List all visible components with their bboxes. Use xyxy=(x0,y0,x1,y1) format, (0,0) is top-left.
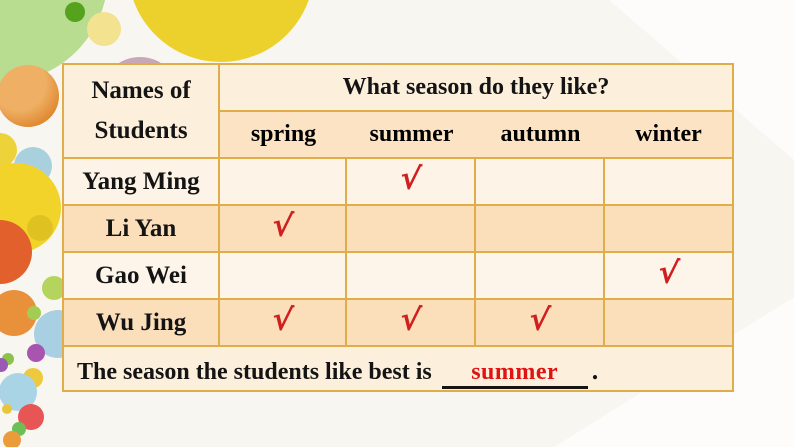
question-header: What season do they like? xyxy=(220,65,732,112)
checkmark-icon: √ xyxy=(398,301,423,339)
decorative-circle-orange-dot-3 xyxy=(3,431,21,447)
column-header-winter: winter xyxy=(635,121,702,147)
row-li-yan-name: Li Yan xyxy=(64,206,220,253)
cell-wu-jing-spring: √ xyxy=(220,300,347,347)
checkmark-icon: √ xyxy=(656,254,681,292)
cell-wu-jing-summer: √ xyxy=(347,300,476,347)
conclusion-period: . xyxy=(591,356,599,385)
cell-yang-ming-autumn xyxy=(476,159,605,206)
cell-yang-ming-spring xyxy=(220,159,347,206)
checkmark-icon: √ xyxy=(398,160,423,198)
decorative-circle-dark-yellow-dot xyxy=(27,215,53,241)
cell-li-yan-winter xyxy=(605,206,732,253)
decorative-circle-yellow-dot-3 xyxy=(2,404,12,414)
column-header-spring: spring xyxy=(250,121,317,147)
decorative-circle-big-yellow-top xyxy=(128,0,314,62)
decorative-circle-purple-1 xyxy=(27,344,45,362)
cell-wu-jing-winter xyxy=(605,300,732,347)
decorative-circle-dark-green xyxy=(65,2,85,22)
row-gao-wei-name: Gao Wei xyxy=(64,253,220,300)
cell-wu-jing-autumn: √ xyxy=(476,300,605,347)
column-header-summer: summer xyxy=(369,121,454,147)
cell-gao-wei-summer xyxy=(347,253,476,300)
checkmark-icon: √ xyxy=(527,301,552,339)
cell-li-yan-spring: √ xyxy=(220,206,347,253)
cell-gao-wei-spring xyxy=(220,253,347,300)
cell-yang-ming-winter xyxy=(605,159,732,206)
row-wu-jing-name: Wu Jing xyxy=(64,300,220,347)
cell-gao-wei-winter: √ xyxy=(605,253,732,300)
checkmark-icon: √ xyxy=(270,301,295,339)
decorative-circle-green-dot-2 xyxy=(27,306,41,320)
cell-li-yan-summer xyxy=(347,206,476,253)
decorative-circle-yellow-sliver xyxy=(0,133,17,167)
decorative-circle-purple-2 xyxy=(0,358,8,372)
season-column-headers: spring summer autumn winter xyxy=(220,112,732,159)
decorative-circle-orange-big xyxy=(0,65,59,127)
cell-gao-wei-autumn xyxy=(476,253,605,300)
decorative-circle-pale-yellow xyxy=(87,12,121,46)
cell-yang-ming-summer: √ xyxy=(347,159,476,206)
cell-li-yan-autumn xyxy=(476,206,605,253)
conclusion-prefix: The season the students like best is xyxy=(77,359,432,385)
season-survey-table: Names of Students What season do they li… xyxy=(62,63,734,392)
names-of-students-header: Names of Students xyxy=(64,65,220,159)
column-header-autumn: autumn xyxy=(500,121,581,147)
conclusion-sentence: The season the students like best is sum… xyxy=(64,347,732,390)
checkmark-icon: √ xyxy=(270,207,295,245)
answer-text: summer xyxy=(471,359,559,385)
answer-blank: summer xyxy=(441,359,588,389)
names-header-line2: Students xyxy=(94,117,188,144)
row-yang-ming-name: Yang Ming xyxy=(64,159,220,206)
names-header-line1: Names of xyxy=(91,77,191,104)
